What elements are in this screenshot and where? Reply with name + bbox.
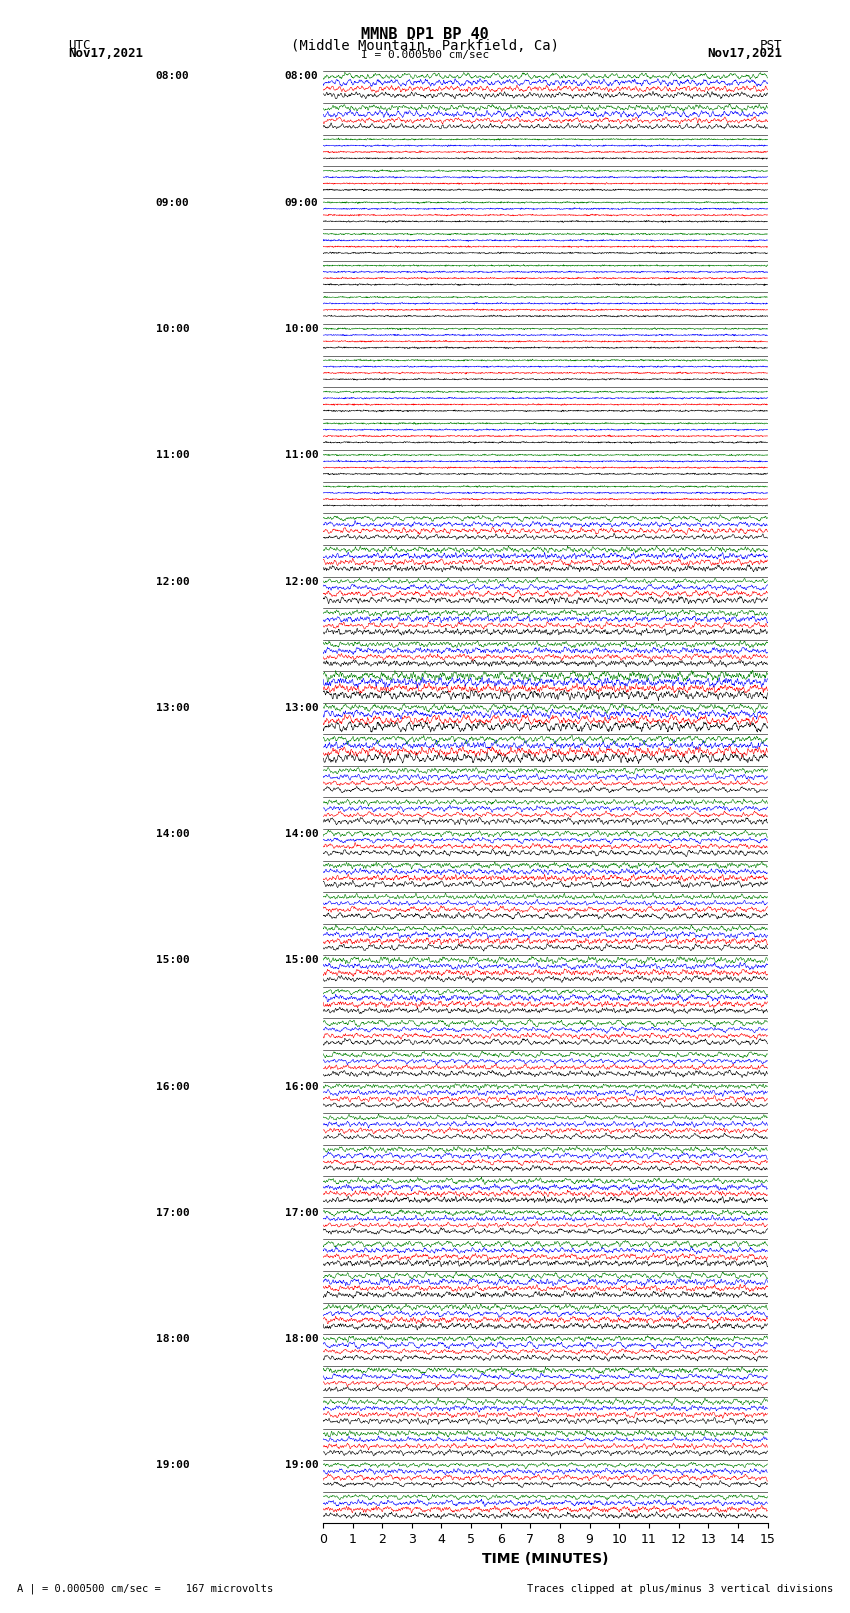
Text: 09:00: 09:00 [285,198,319,208]
Text: (Middle Mountain, Parkfield, Ca): (Middle Mountain, Parkfield, Ca) [291,39,559,53]
Text: PST: PST [760,39,782,52]
Text: 09:00: 09:00 [156,198,190,208]
Text: 17:00: 17:00 [156,1208,190,1218]
Text: 16:00: 16:00 [285,1082,319,1092]
Text: A | = 0.000500 cm/sec =    167 microvolts: A | = 0.000500 cm/sec = 167 microvolts [17,1582,273,1594]
Text: 19:00: 19:00 [285,1460,319,1471]
Text: 10:00: 10:00 [156,324,190,334]
Text: Nov17,2021: Nov17,2021 [707,47,782,60]
Text: 11:00: 11:00 [156,450,190,460]
Text: 10:00: 10:00 [285,324,319,334]
Text: 12:00: 12:00 [156,576,190,587]
Text: 08:00: 08:00 [285,71,319,81]
Text: UTC: UTC [68,39,90,52]
Text: 14:00: 14:00 [285,829,319,839]
Text: 18:00: 18:00 [285,1334,319,1344]
Text: MMNB DP1 BP 40: MMNB DP1 BP 40 [361,27,489,42]
Text: 14:00: 14:00 [156,829,190,839]
Text: Traces clipped at plus/minus 3 vertical divisions: Traces clipped at plus/minus 3 vertical … [527,1584,833,1594]
Text: I = 0.000500 cm/sec: I = 0.000500 cm/sec [361,50,489,60]
Text: 15:00: 15:00 [285,955,319,965]
Text: 13:00: 13:00 [156,703,190,713]
Text: 08:00: 08:00 [156,71,190,81]
Text: 18:00: 18:00 [156,1334,190,1344]
Text: 17:00: 17:00 [285,1208,319,1218]
Text: 13:00: 13:00 [285,703,319,713]
Text: 16:00: 16:00 [156,1082,190,1092]
Text: 12:00: 12:00 [285,576,319,587]
Text: 19:00: 19:00 [156,1460,190,1471]
Text: 11:00: 11:00 [285,450,319,460]
Text: Nov17,2021: Nov17,2021 [68,47,143,60]
X-axis label: TIME (MINUTES): TIME (MINUTES) [482,1552,609,1566]
Text: 15:00: 15:00 [156,955,190,965]
